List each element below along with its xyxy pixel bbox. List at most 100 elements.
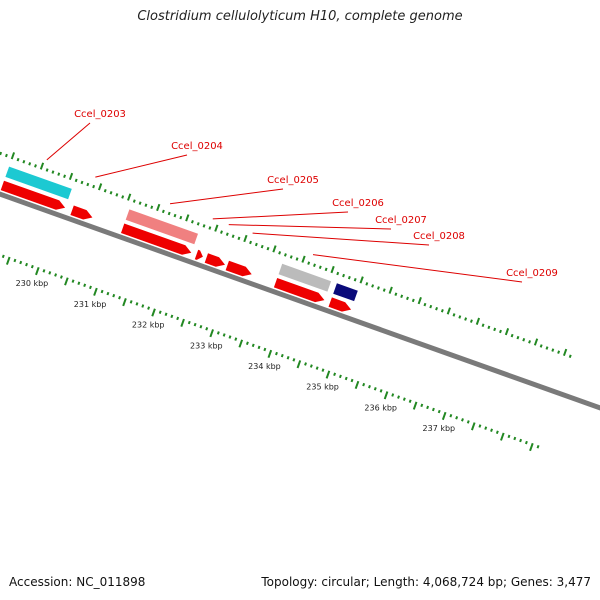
feature-bar-f0210[interactable] <box>333 283 358 302</box>
scale-label: 235 kbp <box>306 383 339 392</box>
tick-lower <box>234 337 238 341</box>
tick-upper <box>301 255 306 263</box>
feature-bar-f0209[interactable] <box>278 263 332 292</box>
feature-bars[interactable] <box>5 166 358 302</box>
tick-lower <box>147 306 151 310</box>
gene-label-g0204: Ccel_0204 <box>171 141 223 152</box>
tick-upper <box>39 162 45 170</box>
tick-lower <box>77 281 81 285</box>
tick-lower <box>209 329 214 338</box>
tick-lower <box>129 300 133 304</box>
gene-arrow-g0203[interactable] <box>0 180 66 210</box>
tick-lower <box>315 366 319 370</box>
tick-lower <box>529 442 534 452</box>
tick-lower <box>122 298 127 307</box>
tick-lower <box>461 418 464 422</box>
tick-upper <box>469 319 473 323</box>
scale-label: 231 kbp <box>74 300 107 309</box>
tick-upper <box>150 205 154 210</box>
tick-lower <box>93 287 98 296</box>
tick-lower <box>437 409 441 414</box>
tick-lower <box>176 316 180 321</box>
gene-arrow-g0207[interactable] <box>204 253 225 267</box>
tick-lower <box>151 308 156 317</box>
tick-upper <box>371 284 375 288</box>
tick-upper <box>342 273 346 278</box>
tick-lower <box>187 320 191 325</box>
label-leader <box>46 122 91 161</box>
tick-lower <box>420 403 424 408</box>
tick-lower <box>222 333 226 337</box>
tick-lower <box>495 430 499 435</box>
tick-lower <box>524 440 528 445</box>
tick-lower <box>536 444 540 449</box>
tick-upper <box>121 195 125 199</box>
tick-upper <box>278 251 282 255</box>
tick-upper <box>28 162 32 166</box>
tick-lower <box>19 260 23 265</box>
gene-arrows[interactable] <box>0 180 352 312</box>
tick-upper <box>138 201 142 205</box>
tick-lower <box>89 285 92 290</box>
tick-lower <box>286 355 290 360</box>
tick-upper <box>359 276 364 284</box>
tick-upper <box>568 354 572 359</box>
tick-lower <box>257 345 261 350</box>
gene-arrow-g0210[interactable] <box>328 297 352 312</box>
tick-upper <box>272 245 277 253</box>
scale-label: 230 kbp <box>16 279 49 288</box>
tick-lower <box>412 401 418 410</box>
tick-lower <box>100 289 104 294</box>
tick-upper <box>4 153 8 158</box>
tick-lower <box>296 360 302 369</box>
tick-upper <box>0 151 3 156</box>
feature-bar-f0203[interactable] <box>5 166 72 200</box>
label-leader <box>252 232 430 246</box>
tick-upper <box>533 338 539 346</box>
tick-lower <box>354 380 360 390</box>
tick-upper <box>347 275 351 280</box>
tick-upper <box>446 307 451 315</box>
tick-lower <box>267 349 273 358</box>
tick-lower <box>141 304 145 308</box>
tick-lower <box>441 411 447 421</box>
tick-upper <box>45 168 49 172</box>
tick-upper <box>388 286 393 294</box>
tick-lower <box>275 351 278 356</box>
tick-upper <box>406 296 409 301</box>
tick-upper <box>539 344 543 348</box>
accession-label: Accession: NC_011898 <box>9 575 146 589</box>
tick-upper <box>376 286 380 290</box>
feature-bar-f0205[interactable] <box>125 209 198 245</box>
tick-lower <box>106 291 110 296</box>
tick-upper <box>440 309 444 313</box>
gene-arrow-g0209[interactable] <box>273 278 325 303</box>
tick-upper <box>487 325 491 330</box>
gene-arrow-g0205[interactable] <box>121 223 192 255</box>
tick-lower <box>263 347 267 352</box>
tick-lower <box>180 318 185 327</box>
tick-upper <box>208 226 212 230</box>
tick-upper <box>283 253 287 257</box>
tick-upper <box>289 255 293 259</box>
tick-upper <box>318 265 322 270</box>
tick-upper <box>220 230 223 234</box>
tick-upper <box>225 232 229 236</box>
tick-lower <box>245 341 249 346</box>
tick-upper <box>68 172 74 181</box>
tick-upper <box>510 333 514 338</box>
gene-arrow-g0208[interactable] <box>225 260 252 277</box>
gene-arrow-g0204[interactable] <box>70 205 93 220</box>
tick-upper <box>86 182 90 187</box>
tick-lower <box>164 312 168 317</box>
gene-arrow-g0206[interactable] <box>194 249 203 260</box>
tick-upper <box>516 335 520 340</box>
scale-label: 236 kbp <box>364 403 397 412</box>
tick-lower <box>402 397 406 401</box>
tick-lower <box>30 264 34 269</box>
tick-upper <box>336 271 340 276</box>
tick-lower <box>484 426 488 430</box>
tick-lower <box>362 382 366 387</box>
tick-lower <box>5 256 11 265</box>
